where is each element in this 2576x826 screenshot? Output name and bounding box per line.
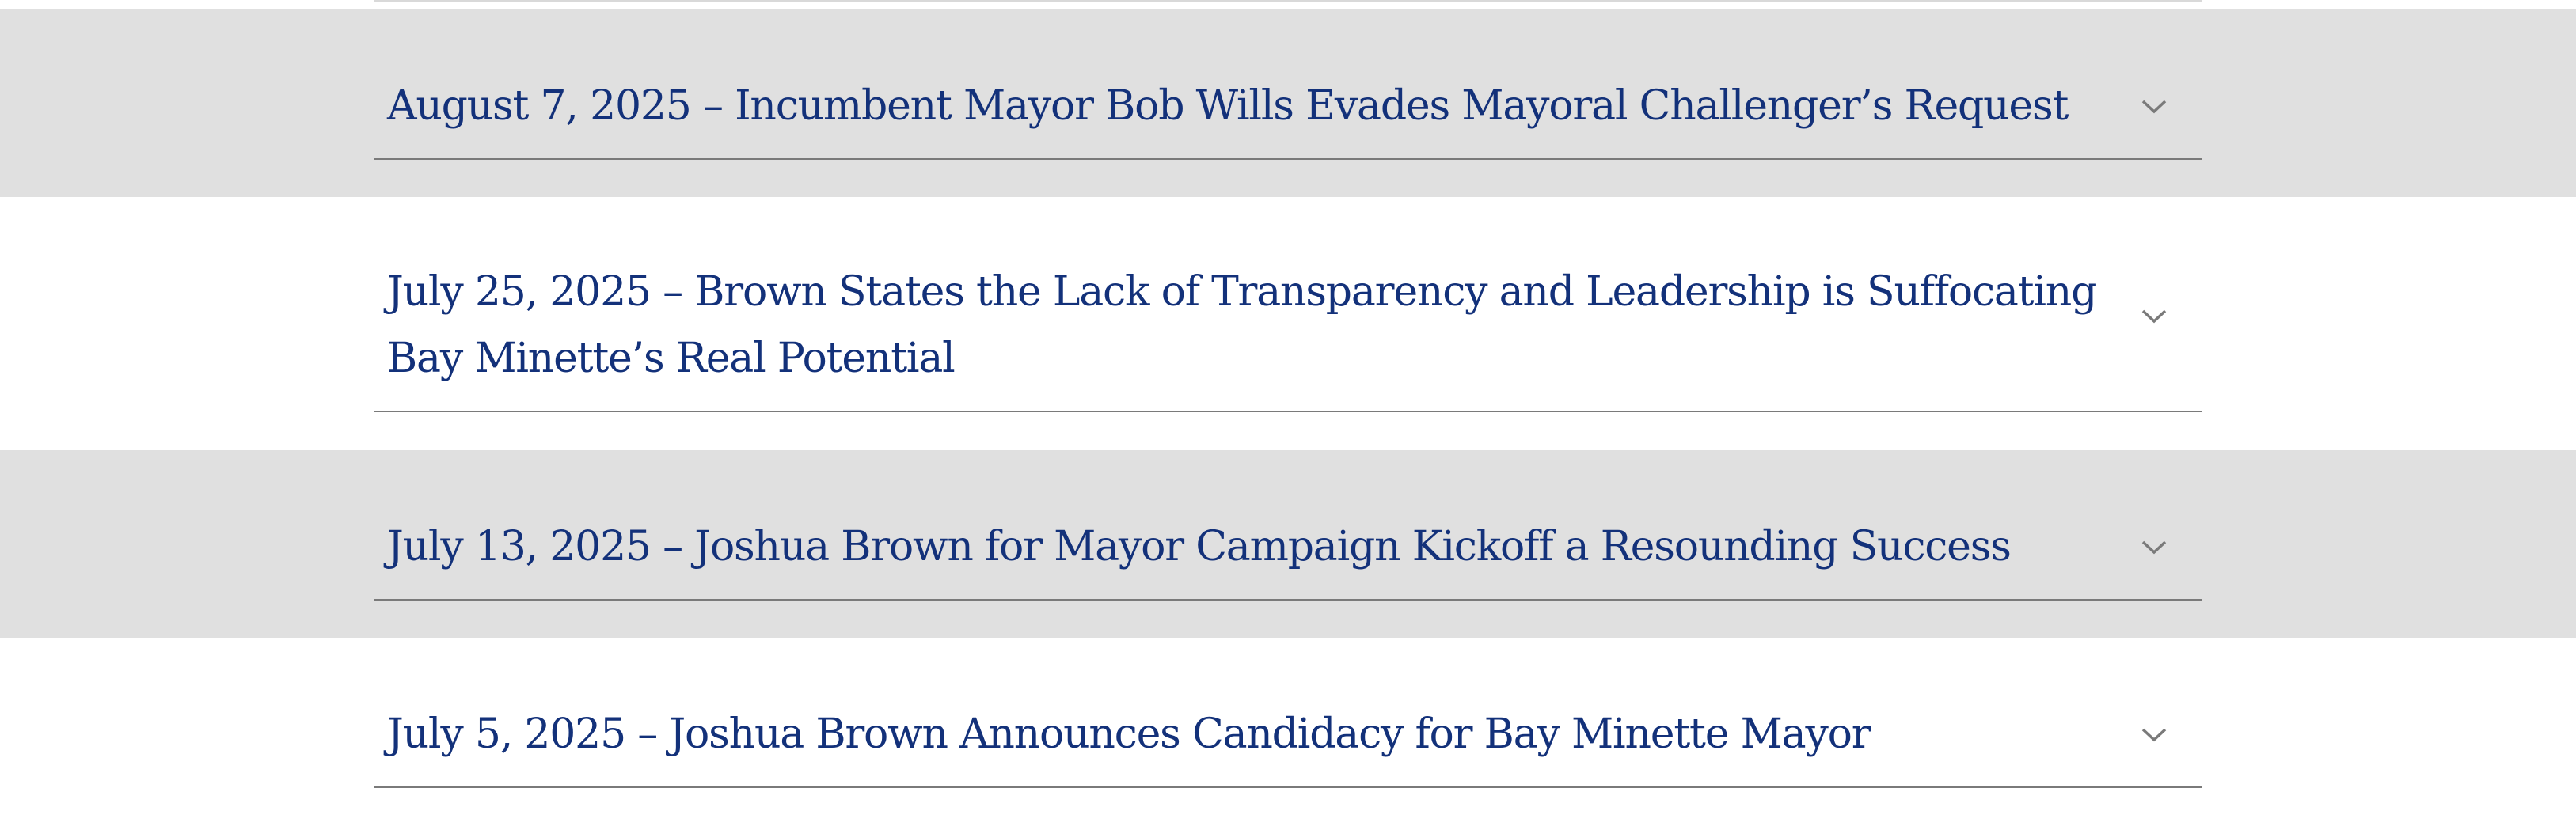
accordion-item-title[interactable]: July 25, 2025 – Brown States the Lack of… (387, 268, 2097, 382)
accordion-item-3[interactable]: July 13, 2025 – Joshua Brown for Mayor C… (374, 450, 2202, 601)
accordion-item-title[interactable]: August 7, 2025 – Incumbent Mayor Bob Wil… (387, 82, 2069, 130)
chevron-down-icon[interactable] (2141, 98, 2167, 116)
accordion-item-2[interactable]: July 25, 2025 – Brown States the Lack of… (374, 197, 2202, 412)
accordion-item-1[interactable]: August 7, 2025 – Incumbent Mayor Bob Wil… (374, 9, 2202, 160)
top-divider (374, 0, 2202, 2)
accordion-item-title[interactable]: July 13, 2025 – Joshua Brown for Mayor C… (387, 523, 2012, 570)
accordion-item-4[interactable]: July 5, 2025 – Joshua Brown Announces Ca… (374, 638, 2202, 788)
chevron-down-icon[interactable] (2141, 726, 2167, 744)
chevron-down-icon[interactable] (2141, 308, 2167, 325)
accordion-item-title[interactable]: July 5, 2025 – Joshua Brown Announces Ca… (387, 710, 1871, 758)
row-band (0, 197, 2576, 450)
chevron-down-icon[interactable] (2141, 539, 2167, 556)
